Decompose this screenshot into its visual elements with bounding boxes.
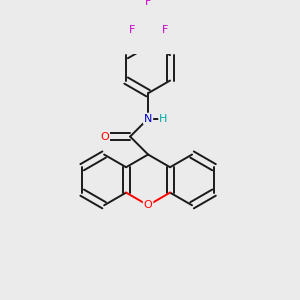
Text: F: F	[128, 26, 135, 35]
Text: N: N	[144, 114, 152, 124]
Text: F: F	[161, 26, 168, 35]
Text: H: H	[159, 114, 167, 124]
Text: O: O	[100, 132, 109, 142]
Text: O: O	[144, 200, 152, 210]
Text: F: F	[145, 0, 151, 7]
